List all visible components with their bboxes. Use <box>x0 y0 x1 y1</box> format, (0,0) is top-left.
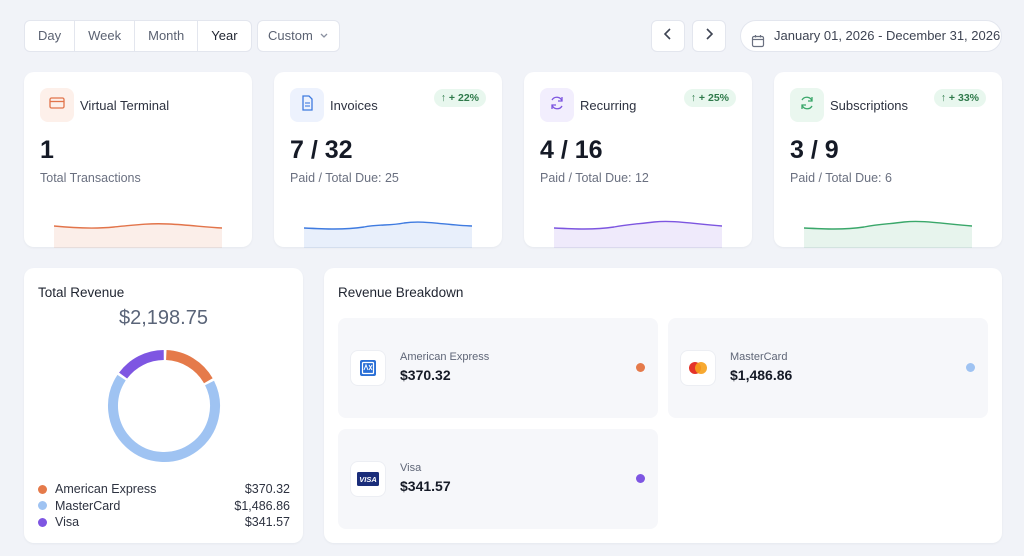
stat-card-invoices[interactable]: Invoices ↑ + 22% 7 / 32 Paid / Total Due… <box>274 72 502 248</box>
series-color-dot <box>966 363 975 372</box>
total-revenue-amount: $2,198.75 <box>119 307 208 329</box>
date-range-text: January 01, 2026 - December 31, 2026 <box>774 28 1001 43</box>
breakdown-tile-amex[interactable]: American Express $370.32 <box>338 318 658 418</box>
sparkline-chart <box>54 223 222 248</box>
calendar-icon <box>751 29 765 59</box>
payment-method-amount: $370.32 <box>400 367 451 383</box>
amex-logo-icon <box>350 350 386 386</box>
total-revenue-title: Total Revenue <box>38 285 125 300</box>
stat-subtitle: Total Transactions <box>40 171 141 185</box>
legend-item: American Express $370.32 <box>38 481 290 498</box>
custom-range-label: Custom <box>268 28 313 43</box>
range-week-button[interactable]: Week <box>75 21 136 51</box>
mastercard-logo-icon <box>680 350 716 386</box>
payment-method-amount: $1,486.86 <box>730 367 793 383</box>
visa-logo-icon: VISA <box>350 461 386 497</box>
legend-label: MasterCard <box>55 498 121 513</box>
legend-amount: $1,486.86 <box>234 498 290 513</box>
stat-title: Subscriptions <box>830 98 909 113</box>
stat-icon-box <box>40 88 74 122</box>
stat-icon-box <box>540 88 574 122</box>
stat-card-subscriptions[interactable]: Subscriptions ↑ + 33% 3 / 9 Paid / Total… <box>774 72 1002 248</box>
donut-slice-american-express <box>165 350 213 384</box>
svg-text:VISA: VISA <box>359 475 377 484</box>
growth-badge: ↑ + 22% <box>433 89 486 107</box>
revenue-donut-chart <box>108 350 220 462</box>
stat-title: Recurring <box>580 98 637 113</box>
breakdown-tile-mastercard[interactable]: MasterCard $1,486.86 <box>668 318 988 418</box>
legend-item: MasterCard $1,486.86 <box>38 498 290 515</box>
stat-title: Invoices <box>330 98 378 113</box>
stat-title: Virtual Terminal <box>80 98 170 113</box>
stat-subtitle: Paid / Total Due: 25 <box>290 171 399 185</box>
credit-card-icon <box>48 94 66 117</box>
stat-card-virtual-terminal[interactable]: Virtual Terminal 1 Total Transactions <box>24 72 252 248</box>
stat-icon-box <box>790 88 824 122</box>
stat-icon-box <box>290 88 324 122</box>
donut-slice-mastercard <box>108 374 220 462</box>
chevron-down-icon <box>319 21 329 62</box>
range-year-button[interactable]: Year <box>211 28 238 43</box>
stat-value: 1 <box>40 136 54 164</box>
payment-method-name: MasterCard <box>730 351 788 363</box>
revenue-breakdown-card: Revenue Breakdown American Express $370.… <box>324 268 1002 543</box>
total-revenue-card: Total Revenue $2,198.75 American Express… <box>24 268 303 543</box>
payment-method-name: Visa <box>400 462 422 474</box>
sparkline-chart <box>554 220 722 248</box>
next-period-button[interactable] <box>692 20 726 52</box>
series-color-dot <box>636 474 645 483</box>
series-color-dot <box>636 363 645 372</box>
legend-label: American Express <box>55 482 157 497</box>
revenue-legend: American Express $370.32 MasterCard $1,4… <box>38 481 290 531</box>
legend-label: Visa <box>55 515 80 530</box>
range-month-button[interactable]: Month <box>135 21 199 51</box>
donut-slice-visa <box>119 350 165 379</box>
range-segmented-control: Day Week Month Year <box>24 20 252 52</box>
growth-badge: ↑ + 25% <box>683 89 736 107</box>
range-day-button[interactable]: Day <box>25 21 76 51</box>
custom-range-dropdown[interactable]: Custom <box>257 20 340 52</box>
toolbar: Day Week Month Year Custom January 01, 2… <box>24 20 1002 52</box>
legend-dot <box>38 517 47 527</box>
growth-badge: ↑ + 33% <box>933 89 986 107</box>
sparkline-chart <box>804 220 972 248</box>
stat-value: 3 / 9 <box>790 136 839 164</box>
legend-item: Visa $341.57 <box>38 514 290 531</box>
document-icon <box>298 94 316 117</box>
date-range-picker[interactable]: January 01, 2026 - December 31, 2026 <box>740 20 1002 52</box>
chevron-left-icon <box>662 27 674 46</box>
revenue-breakdown-title: Revenue Breakdown <box>338 285 464 300</box>
stat-value: 4 / 16 <box>540 136 603 164</box>
legend-dot <box>38 501 47 511</box>
legend-amount: $341.57 <box>244 515 290 530</box>
stat-value: 7 / 32 <box>290 136 353 164</box>
chevron-right-icon <box>703 27 715 46</box>
breakdown-tile-visa[interactable]: VISA Visa $341.57 <box>338 429 658 529</box>
stat-subtitle: Paid / Total Due: 12 <box>540 171 649 185</box>
legend-amount: $370.32 <box>244 482 290 497</box>
payment-method-name: American Express <box>400 351 490 363</box>
sparkline-chart <box>304 221 472 248</box>
refresh-icon <box>548 94 566 117</box>
legend-dot <box>38 484 47 494</box>
payment-method-amount: $341.57 <box>400 478 451 494</box>
stat-card-recurring[interactable]: Recurring ↑ + 25% 4 / 16 Paid / Total Du… <box>524 72 752 248</box>
stat-subtitle: Paid / Total Due: 6 <box>790 171 892 185</box>
refresh-icon <box>798 94 816 117</box>
previous-period-button[interactable] <box>651 20 685 52</box>
